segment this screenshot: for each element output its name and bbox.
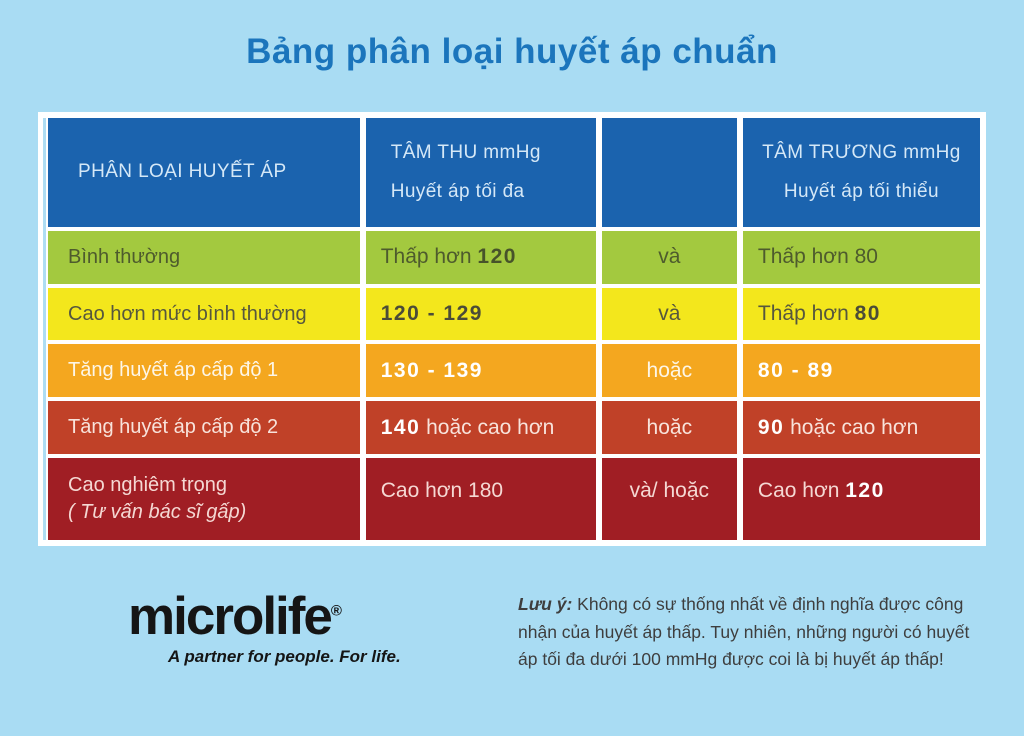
category-cell: Cao nghiêm trọng ( Tư vấn bác sĩ gấp) [48,458,360,540]
logo-tagline: A partner for people. For life. [168,647,401,667]
systolic-cell: 130 - 139 [365,344,596,398]
registered-trademark-icon: ® [330,602,342,620]
diastolic-value: Cao hơn 120 [757,478,885,502]
page-title: Bảng phân loại huyết áp chuẩn [246,32,778,71]
systolic-cell: 140 hoặc cao hơn [365,401,596,455]
diastolic-cell: Cao hơn 120 [742,458,980,540]
category-cell: Tăng huyết áp cấp độ 1 [48,344,360,398]
diastolic-value: Thấp hơn 80 [757,245,878,269]
header-classification-label: PHÂN LOẠI HUYẾT ÁP [78,161,287,183]
systolic-cell: Cao hơn 180 [365,458,596,540]
bp-table-grid: PHÂN LOẠI HUYẾT ÁP TÂM THU mmHg Huyết áp… [48,118,980,540]
header-cell-systolic: TÂM THU mmHg Huyết áp tối đa [365,118,596,227]
header-cell-spacer [601,118,737,227]
header-systolic-line2: Huyết áp tối đa [390,180,525,202]
diastolic-cell: 80 - 89 [742,344,980,398]
connector-label: hoặc [646,358,693,382]
category-cell: Cao hơn mức bình thường [48,287,360,341]
connector-cell: và [601,287,737,341]
connector-cell: và/ hoặc [601,458,737,540]
header-systolic-line1: TÂM THU mmHg [390,142,541,164]
connector-cell: hoặc [601,344,737,398]
diastolic-value: 80 - 89 [757,358,834,382]
connector-label: hoặc [646,415,693,439]
header-cell-diastolic: TÂM TRƯƠNG mmHg Huyết áp tối thiểu [742,118,980,227]
systolic-cell: 120 - 129 [365,287,596,341]
systolic-value: 120 - 129 [380,301,483,325]
category-label: Tăng huyết áp cấp độ 2 [68,416,279,439]
diastolic-cell: 90 hoặc cao hơn [742,401,980,455]
microlife-logo: microlife® A partner for people. For lif… [128,587,401,667]
bp-table: PHÂN LOẠI HUYẾT ÁP TÂM THU mmHg Huyết áp… [38,112,986,546]
logo-text: microlife [128,587,333,646]
connector-cell: và [601,230,737,284]
systolic-value: Cao hơn 180 [380,478,504,502]
connector-label: và/ hoặc [629,478,710,502]
logo-wordmark: microlife® [128,587,388,646]
category-label: Bình thường [68,245,181,268]
diastolic-cell: Thấp hơn 80 [742,287,980,341]
note: Lưu ý: Không có sự thống nhất về định ng… [518,591,990,674]
connector-label: và [658,301,681,325]
diastolic-value: 90 hoặc cao hơn [757,415,919,439]
systolic-value: Thấp hơn 120 [380,245,517,269]
category-sublabel: ( Tư vấn bác sĩ gấp) [68,501,247,524]
header-cell-classification: PHÂN LOẠI HUYẾT ÁP [48,118,360,227]
category-label: Cao hơn mức bình thường [68,302,307,325]
systolic-value: 130 - 139 [380,358,483,382]
note-body: Không có sự thống nhất về định nghĩa đượ… [518,594,970,669]
connector-cell: hoặc [601,401,737,455]
note-lead: Lưu ý: [518,594,573,614]
systolic-cell: Thấp hơn 120 [365,230,596,284]
connector-label: và [658,245,681,269]
header-diastolic-line1: TÂM TRƯƠNG mmHg [762,142,961,164]
category-label: Cao nghiêm trọng [68,474,227,497]
systolic-value: 140 hoặc cao hơn [380,415,555,439]
table-left-accent [43,118,46,540]
header-diastolic-line2: Huyết áp tối thiểu [783,180,939,202]
category-label: Tăng huyết áp cấp độ 1 [68,359,279,382]
category-cell: Tăng huyết áp cấp độ 2 [48,401,360,455]
category-cell: Bình thường [48,230,360,284]
diastolic-cell: Thấp hơn 80 [742,230,980,284]
diastolic-value: Thấp hơn 80 [757,301,881,325]
